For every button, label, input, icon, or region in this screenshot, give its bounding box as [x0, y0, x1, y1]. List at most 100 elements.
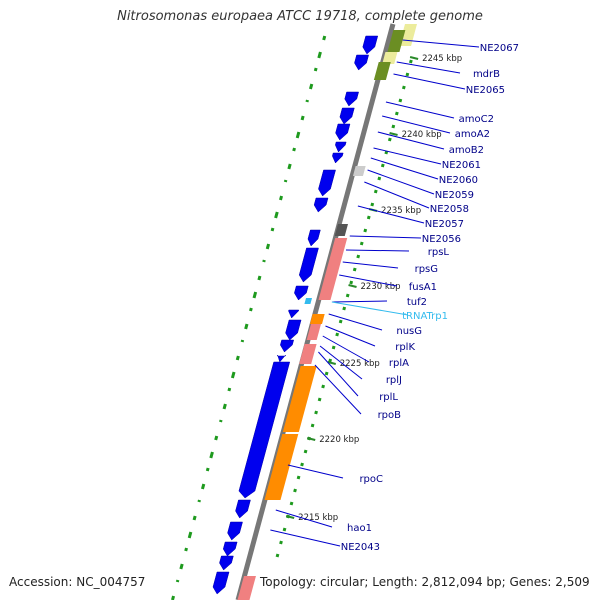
gc-skew-dash — [337, 333, 338, 336]
gc-skew-dash — [310, 84, 311, 89]
gene-label: NE2058 — [430, 204, 469, 215]
gene-feature — [345, 92, 359, 106]
gc-skew-dash — [202, 484, 203, 489]
gc-skew-dash — [400, 99, 401, 102]
gc-skew-dash — [315, 68, 316, 71]
gene-feature — [335, 142, 346, 152]
genome-map: 2245 kbp 2240 kbp 2235 kbp 2230 kbp 2225 kbp… — [0, 0, 600, 600]
gc-skew-dash — [365, 229, 366, 232]
gc-skew-dash — [267, 244, 268, 249]
gc-skew-dash — [211, 452, 213, 458]
gene-feature — [236, 500, 251, 518]
gc-skew-dash — [221, 420, 222, 422]
topology-text: Topology: circular; Length: 2,812,094 bp… — [260, 575, 590, 589]
gene-label: rplK — [395, 342, 415, 353]
gene-label: NE2065 — [466, 85, 505, 96]
label-leader-line — [325, 326, 375, 346]
gene-feature — [308, 230, 320, 246]
gc-skew-dash — [403, 86, 404, 89]
gc-skew-dash — [284, 528, 285, 531]
gc-skew-dash — [326, 372, 327, 375]
gene-feature — [314, 198, 328, 212]
gc-skew-dash — [396, 112, 397, 115]
scale-label: 2225 kbp — [340, 359, 380, 369]
gene-feature — [213, 572, 229, 594]
scale-label: 2240 kbp — [402, 130, 442, 140]
gene-label: rplA — [389, 358, 409, 369]
gene-label: nusG — [396, 326, 422, 337]
gc-skew-dash — [259, 276, 260, 280]
gc-skew-dash — [277, 554, 278, 557]
gc-skew-dash — [410, 60, 411, 63]
gc-skew-dash — [393, 125, 394, 128]
gc-skew-dash — [319, 52, 321, 58]
gc-skew-dash — [291, 502, 292, 505]
gene-label: rpsL — [428, 247, 450, 258]
gc-skew-dash — [333, 346, 334, 349]
gene-label: rpoB — [378, 410, 402, 421]
gc-skew-dash — [382, 164, 383, 167]
gc-skew-dash — [237, 356, 238, 360]
scale-tick — [410, 57, 418, 59]
label-leader-line — [343, 262, 398, 268]
gene-label: mdrB — [473, 69, 500, 80]
gc-skew-dash — [297, 132, 299, 138]
gc-skew-dash — [276, 212, 278, 218]
gene-label: tRNATrp1 — [402, 311, 448, 322]
gc-skew-dash — [372, 203, 373, 206]
gc-skew-dash — [375, 190, 376, 193]
gc-skew-dash — [323, 385, 324, 388]
gc-skew-dash — [307, 100, 308, 102]
scale-label: 2215 kbp — [298, 513, 338, 523]
gc-skew-dash — [289, 164, 290, 169]
gene-feature — [264, 434, 298, 500]
gene-label: NE2059 — [435, 190, 474, 201]
gene-feature — [340, 108, 354, 124]
gc-skew-dash — [172, 596, 173, 600]
gene-feature — [354, 55, 368, 70]
label-leader-line — [329, 314, 382, 330]
gc-skew-dash — [272, 228, 273, 231]
gc-skew-dash — [295, 489, 296, 492]
gc-skew-dash — [361, 242, 362, 245]
gene-label: NE2043 — [341, 542, 380, 553]
gene-label: NE2061 — [442, 160, 481, 171]
gene-label: amoC2 — [459, 114, 494, 125]
gene-feature — [299, 248, 318, 282]
gene-label: rplJ — [386, 375, 402, 386]
gc-skew-dash — [340, 320, 341, 323]
gc-skew-dash — [302, 116, 303, 120]
gc-skew-dash — [194, 516, 195, 520]
gene-feature — [294, 286, 308, 300]
scale-label: 2235 kbp — [381, 206, 421, 216]
gc-skew-dash — [316, 411, 317, 414]
scale-label: 2230 kbp — [361, 282, 401, 292]
gc-skew-dash — [379, 177, 380, 180]
gene-feature — [228, 522, 243, 540]
gc-skew-dash — [302, 463, 303, 466]
label-track: NE2067 mdrB NE2065 amoC2 amoA2 amoB2 NE2061 NE2… — [270, 40, 519, 553]
gc-skew-dash — [344, 307, 345, 310]
label-leader-line — [386, 102, 454, 118]
gc-skew-dash — [358, 255, 359, 258]
gc-skew-dash — [232, 372, 234, 378]
gc-skew-dash — [294, 148, 295, 151]
gc-skew-dash — [199, 500, 200, 502]
gene-feature — [304, 298, 312, 304]
gene-label: NE2057 — [425, 219, 464, 230]
gc-skew-dash — [312, 424, 313, 427]
gc-skew-dash — [189, 532, 191, 538]
scale-label: 2245 kbp — [422, 54, 462, 64]
gc-skew-dash — [207, 468, 208, 471]
label-leader-line — [332, 301, 387, 302]
gene-label: hao1 — [347, 523, 372, 534]
scale-tick — [390, 133, 398, 135]
gc-skew-dash — [264, 260, 265, 262]
gene-feature — [374, 62, 391, 80]
gc-skew-dash — [351, 281, 352, 284]
label-leader-line — [288, 465, 343, 478]
gc-skew-dash — [280, 196, 281, 200]
gc-skew-dash — [254, 292, 256, 298]
gc-skew-dash — [347, 294, 348, 297]
gene-feature — [336, 124, 350, 140]
